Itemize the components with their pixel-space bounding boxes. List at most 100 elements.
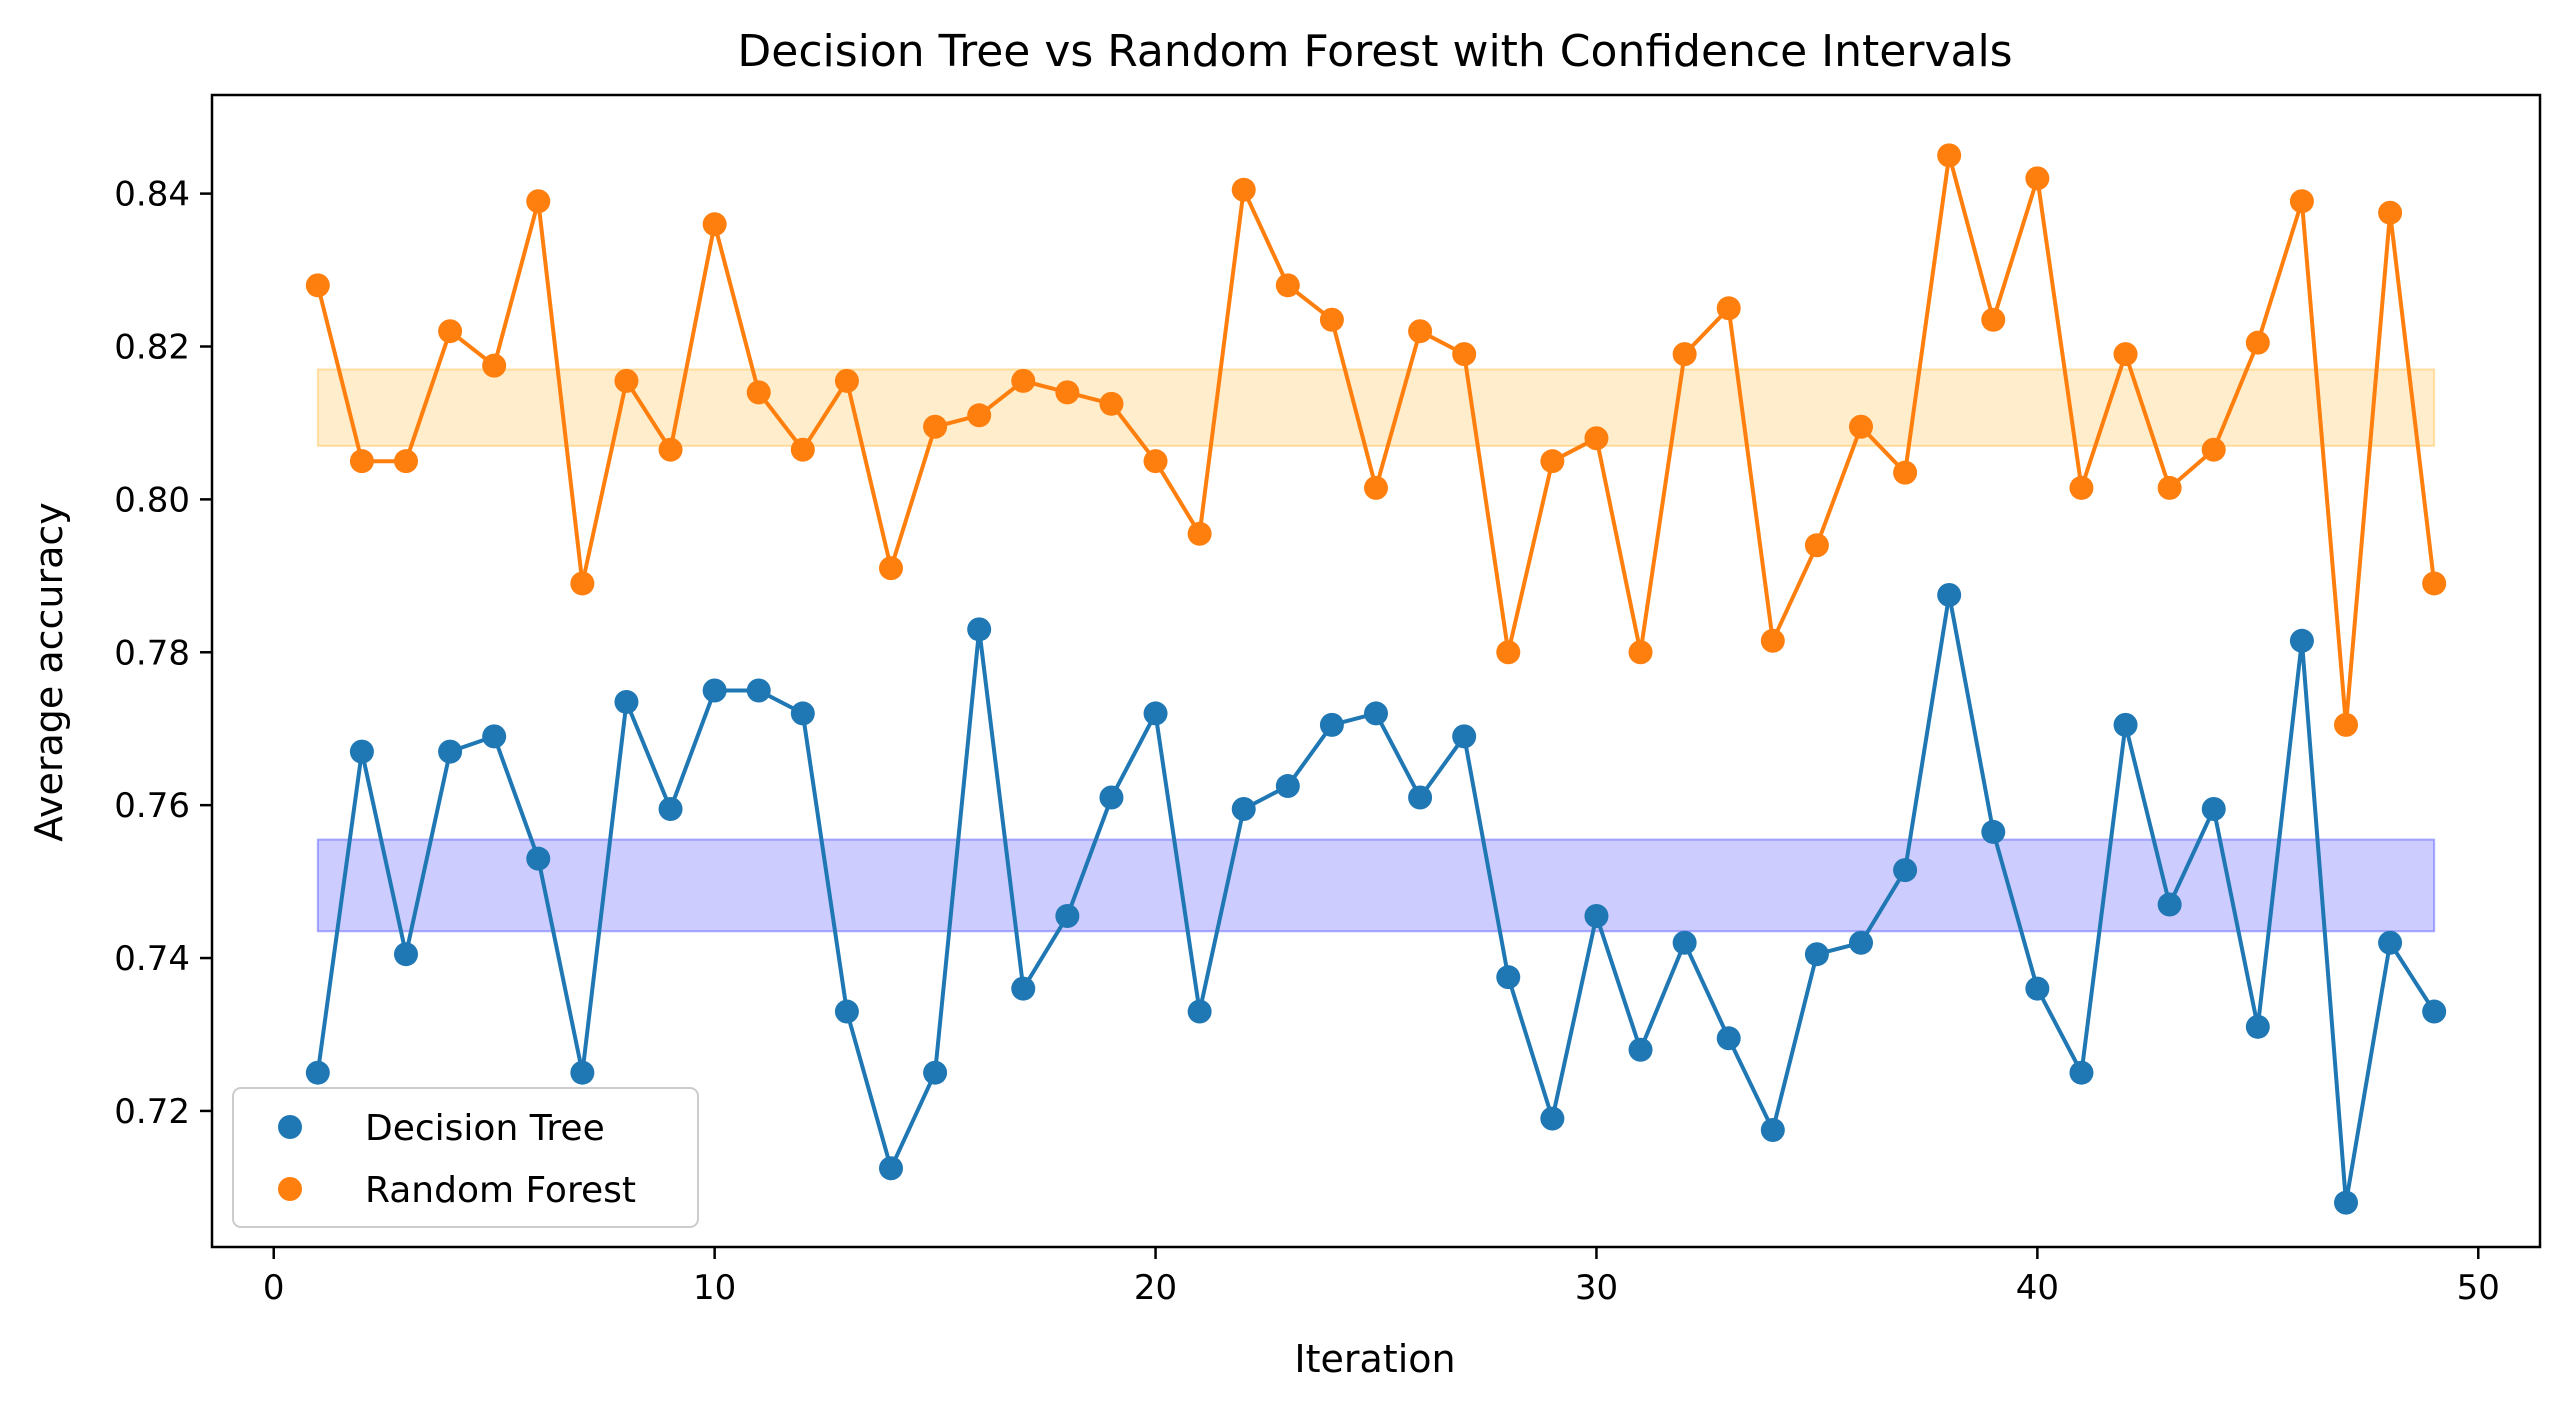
data-point (1408, 785, 1433, 810)
data-point (1143, 701, 1168, 726)
y-tick-label: 0.80 (114, 480, 190, 520)
data-point (1143, 449, 1168, 474)
data-point (1540, 1106, 1565, 1131)
y-tick-label: 0.74 (114, 939, 190, 979)
data-point (1760, 1118, 1785, 1143)
data-point (1628, 640, 1653, 665)
legend-box (232, 1087, 699, 1228)
data-point (1231, 796, 1256, 821)
data-point (1981, 819, 2006, 844)
axes-frame (210, 93, 2542, 1249)
data-point (2201, 796, 2226, 821)
data-point (1319, 307, 1344, 332)
data-point (2334, 712, 2358, 737)
data-point (1452, 724, 1477, 749)
legend: Decision Tree Random Forest (232, 1087, 699, 1228)
data-point (1804, 533, 1829, 558)
data-point (879, 1156, 903, 1181)
data-point (438, 739, 463, 764)
series-points-2 (305, 143, 2447, 737)
y-tick-label: 0.78 (114, 633, 190, 673)
data-point (1628, 1037, 1653, 1062)
data-point (702, 212, 727, 237)
data-point (1716, 296, 1741, 321)
data-point (923, 1060, 948, 1085)
data-point (1275, 774, 1300, 799)
data-point (1804, 942, 1829, 967)
data-point (614, 368, 639, 393)
data-point (2025, 976, 2050, 1001)
data-point (2245, 1014, 2270, 1039)
data-point (923, 414, 948, 439)
y-tick-label: 0.84 (114, 175, 190, 215)
ci-band-2 (316, 368, 2436, 447)
data-point (1496, 965, 1521, 990)
x-axis-label: Iteration (1294, 1337, 1455, 1381)
data-point (702, 678, 727, 703)
data-point (482, 353, 507, 378)
data-point (658, 437, 683, 462)
data-point (1672, 930, 1697, 955)
data-point (967, 617, 992, 642)
data-point (305, 273, 330, 298)
y-tick-label: 0.82 (114, 327, 190, 367)
data-point (1937, 143, 1962, 168)
data-point (2069, 475, 2094, 500)
x-tick-label: 10 (693, 1268, 736, 1308)
data-point (1231, 177, 1256, 202)
data-point (482, 724, 507, 749)
data-point (1055, 904, 1080, 929)
data-point (879, 556, 903, 581)
data-point (2113, 342, 2138, 367)
data-point (1672, 342, 1697, 367)
data-point (1937, 582, 1962, 607)
data-point (2289, 628, 2314, 653)
data-point (1584, 426, 1609, 451)
y-tick-label: 0.72 (114, 1092, 190, 1132)
data-point (1055, 380, 1080, 405)
data-point (834, 999, 859, 1024)
data-point (834, 368, 859, 393)
data-point (394, 942, 418, 967)
data-point (614, 689, 639, 714)
data-point (790, 701, 815, 726)
data-point (1893, 858, 1918, 883)
data-point (1760, 628, 1785, 653)
data-point (1099, 785, 1124, 810)
data-point (305, 1060, 330, 1085)
x-tick-label: 20 (1134, 1268, 1177, 1308)
data-point (2245, 330, 2270, 355)
data-point (1011, 976, 1036, 1001)
data-point (2113, 712, 2138, 737)
data-point (1540, 449, 1565, 474)
data-point (746, 678, 771, 703)
data-point (1849, 930, 1873, 955)
y-tick-label: 0.76 (114, 786, 190, 826)
data-point (1849, 414, 1873, 439)
data-point (2378, 930, 2403, 955)
data-point (2378, 200, 2403, 225)
data-point (1981, 307, 2006, 332)
data-point (2157, 475, 2182, 500)
data-point (1408, 319, 1433, 344)
data-point (1275, 273, 1300, 298)
data-point (1716, 1026, 1741, 1051)
data-point (1584, 904, 1609, 929)
data-point (526, 846, 551, 871)
data-point (526, 189, 551, 214)
legend-label: Random Forest (365, 1170, 636, 1211)
data-point (2201, 437, 2226, 462)
data-point (658, 796, 683, 821)
series-points-1 (305, 582, 2447, 1215)
data-point (1452, 342, 1477, 367)
data-point (570, 1060, 595, 1085)
ci-band-1 (316, 838, 2436, 933)
x-tick-label: 0 (263, 1268, 285, 1308)
data-point (1893, 460, 1918, 485)
data-point (349, 449, 374, 474)
data-point (570, 571, 595, 596)
data-point (1187, 521, 1212, 546)
x-tick-label: 50 (2457, 1268, 2500, 1308)
data-point (1187, 999, 1212, 1024)
